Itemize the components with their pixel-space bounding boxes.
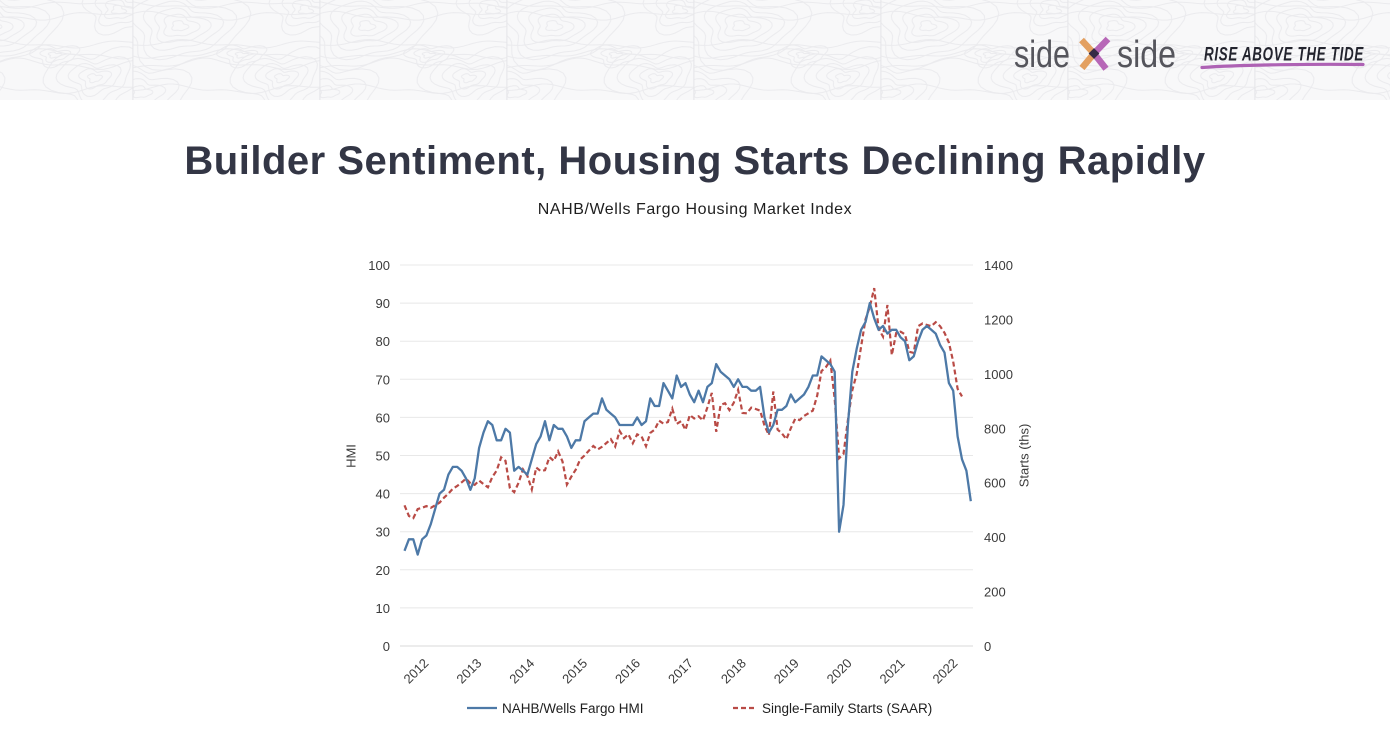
svg-text:Single-Family Starts (SAAR): Single-Family Starts (SAAR) [762, 701, 932, 716]
svg-text:2022: 2022 [929, 655, 960, 686]
svg-text:2014: 2014 [506, 655, 537, 686]
svg-text:0: 0 [984, 639, 991, 654]
svg-text:400: 400 [984, 530, 1006, 545]
svg-text:NAHB/Wells Fargo HMI: NAHB/Wells Fargo HMI [502, 701, 644, 716]
svg-text:2013: 2013 [453, 655, 484, 686]
svg-text:100: 100 [368, 258, 390, 273]
svg-text:RISE ABOVE THE TIDE: RISE ABOVE THE TIDE [1204, 45, 1364, 66]
svg-text:40: 40 [376, 487, 390, 502]
svg-text:10: 10 [376, 601, 390, 616]
svg-text:HMI: HMI [344, 444, 359, 468]
svg-text:side: side [1117, 34, 1176, 76]
svg-text:side: side [1014, 34, 1070, 76]
svg-text:200: 200 [984, 585, 1006, 600]
svg-text:2020: 2020 [824, 655, 855, 686]
svg-text:2019: 2019 [771, 655, 802, 686]
svg-text:2012: 2012 [400, 655, 431, 686]
svg-text:800: 800 [984, 421, 1006, 436]
svg-text:2016: 2016 [612, 655, 643, 686]
svg-text:600: 600 [984, 476, 1006, 491]
svg-text:2021: 2021 [877, 655, 908, 686]
svg-text:20: 20 [376, 563, 390, 578]
svg-text:Starts (ths): Starts (ths) [1017, 424, 1032, 488]
svg-text:90: 90 [376, 296, 390, 311]
svg-text:2018: 2018 [718, 655, 749, 686]
svg-text:1000: 1000 [984, 367, 1013, 382]
svg-text:30: 30 [376, 525, 390, 540]
svg-text:80: 80 [376, 334, 390, 349]
svg-text:1400: 1400 [984, 258, 1013, 273]
svg-text:2017: 2017 [665, 655, 696, 686]
svg-text:1200: 1200 [984, 312, 1013, 327]
svg-text:2015: 2015 [559, 655, 590, 686]
svg-text:0: 0 [383, 639, 390, 654]
svg-text:60: 60 [376, 410, 390, 425]
svg-text:50: 50 [376, 449, 390, 464]
svg-text:70: 70 [376, 372, 390, 387]
